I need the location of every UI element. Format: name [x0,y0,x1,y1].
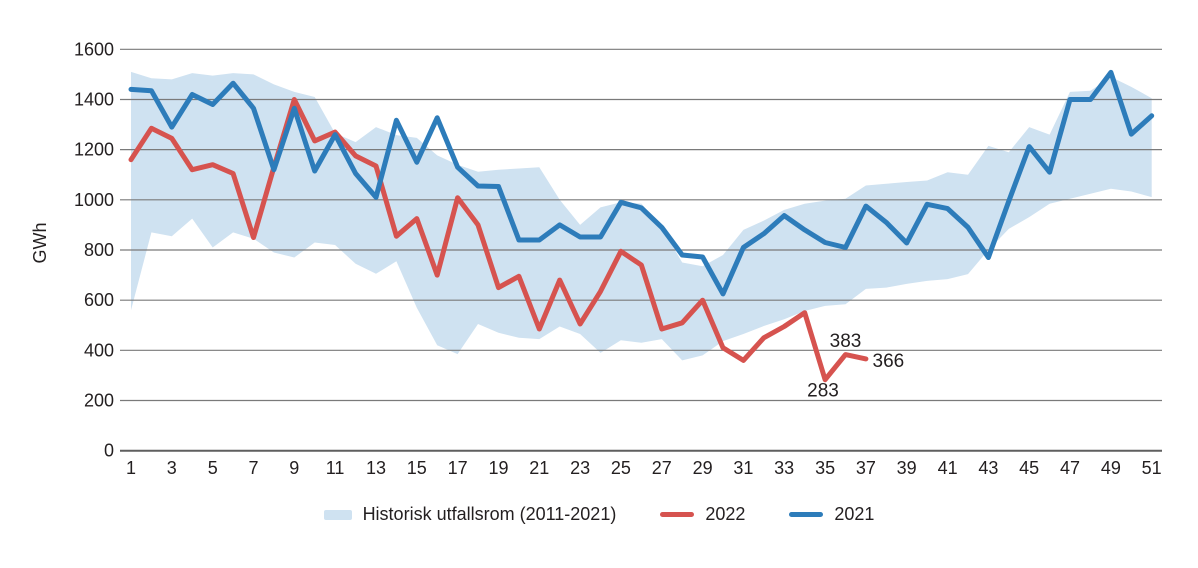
legend-label-2021: 2021 [834,504,875,524]
x-tick-label: 13 [366,458,386,478]
x-tick-label: 43 [978,458,998,478]
x-tick-label: 33 [774,458,794,478]
x-tick-label: 3 [167,458,177,478]
legend-item-2021: 2021 [789,504,874,525]
y-tick-label: 400 [84,340,114,360]
y-tick-label: 600 [84,290,114,310]
legend-label-2022: 2022 [705,504,746,524]
x-tick-label: 9 [289,458,299,478]
band-swatch-icon [323,509,352,520]
x-tick-label: 35 [815,458,835,478]
y-tick-label: 1000 [74,190,114,210]
legend-item-historical-range: Historisk utfallsrom (2011-2021) [323,504,617,525]
x-tick-label: 41 [938,458,958,478]
y-tick-label: 1400 [74,90,114,110]
x-tick-label: 1 [126,458,136,478]
historical-range-band-area [131,71,1152,361]
chart-legend: Historisk utfallsrom (2011-2021) 2022 20… [0,504,1198,525]
x-tick-label: 51 [1142,458,1162,478]
x-tick-label: 47 [1060,458,1080,478]
x-tick-label: 11 [326,458,345,478]
x-tick-label: 45 [1019,458,1039,478]
blue-line-swatch-icon [789,512,824,517]
y-tick-label: 1200 [74,140,114,160]
x-tick-label: 31 [733,458,753,478]
x-tick-label: 17 [448,458,468,478]
legend-item-2022: 2022 [660,504,745,525]
y-tick-label: 800 [84,240,114,260]
legend-label-historical-range: Historisk utfallsrom (2011-2021) [362,504,617,524]
x-tick-label: 23 [570,458,590,478]
series-line-2022 [128,97,869,383]
x-tick-label: 39 [897,458,917,478]
series-line-2021 [128,69,1155,297]
y-tick-label: 1600 [74,39,114,59]
x-tick-label: 29 [693,458,713,478]
x-tick-label: 25 [611,458,631,478]
annotation-283: 283 [807,381,839,402]
x-tick-label: 37 [856,458,876,478]
x-tick-label: 5 [208,458,218,478]
y-axis-title: GWh [30,222,50,263]
x-tick-label: 15 [407,458,427,478]
y-tick-label: 200 [84,391,114,411]
x-tick-label: 21 [529,458,549,478]
x-tick-label: 27 [652,458,672,478]
x-tick-label: 7 [248,458,258,478]
annotation-383: 383 [830,331,862,352]
x-tick-label: 49 [1101,458,1121,478]
x-tick-label: 19 [488,458,508,478]
annotation-366: 366 [873,351,905,372]
y-tick-label: 0 [104,441,114,461]
red-line-swatch-icon [660,512,695,517]
